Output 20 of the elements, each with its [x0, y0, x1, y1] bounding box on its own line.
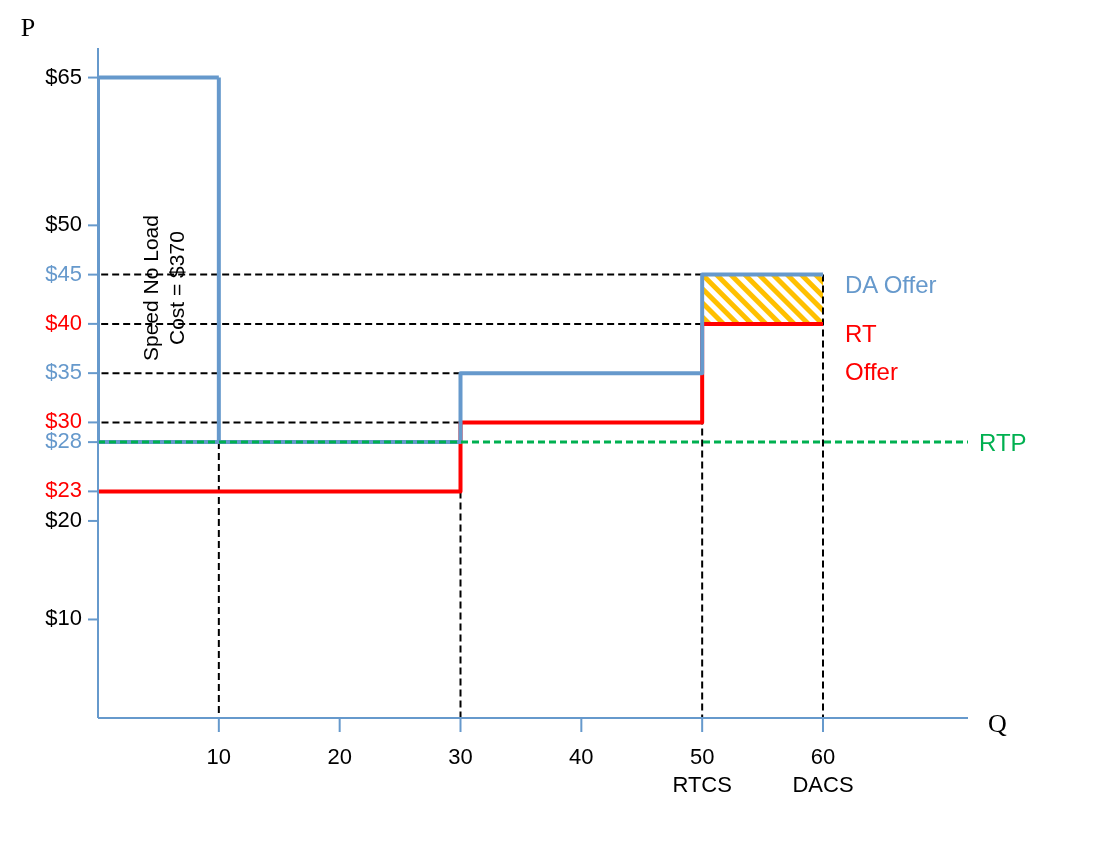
y-tick-label: $40 — [45, 309, 82, 335]
x-axis-title: Q — [988, 709, 1007, 739]
series-label: RT Offer — [845, 319, 898, 385]
y-tick-label: $50 — [45, 211, 82, 237]
x-tick-label: 50 RTCS — [672, 744, 732, 797]
y-tick-label: $23 — [45, 477, 82, 503]
y-tick-label: $35 — [45, 359, 82, 385]
x-tick-label: 10 — [206, 744, 232, 769]
x-tick-label: 60 DACS — [792, 744, 854, 797]
y-axis-title: P — [20, 13, 36, 42]
ref-line-label: RTP — [979, 428, 1027, 456]
x-tick-label: 40 — [569, 744, 594, 769]
y-tick-label: $10 — [45, 605, 82, 631]
annotation: Speed No Load Cost = $370 — [138, 214, 189, 363]
y-tick-label: $65 — [45, 63, 82, 89]
y-tick-label: $20 — [45, 506, 82, 532]
x-tick-label: 20 — [327, 744, 352, 769]
series-label: DA Offer — [845, 270, 937, 298]
y-tick-label: $45 — [45, 260, 82, 286]
x-tick-label: 30 — [448, 744, 473, 769]
